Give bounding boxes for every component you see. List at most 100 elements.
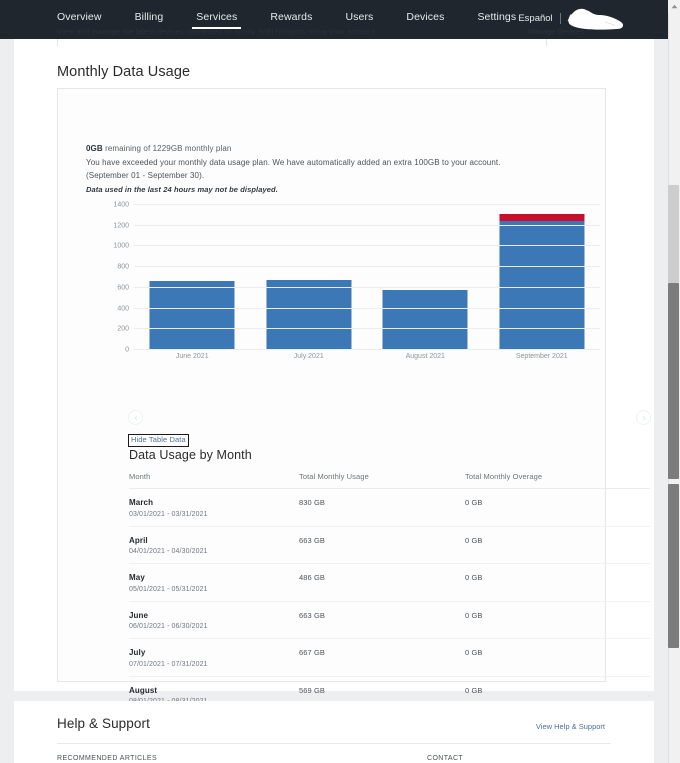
- cell-month: June 06/01/2021 - 06/30/2021: [129, 611, 299, 631]
- chart-bar[interactable]: [149, 280, 235, 349]
- chart-y-tick-label: 200: [117, 325, 129, 333]
- mouse-cursor-icon: [568, 8, 624, 30]
- chart-bar-overage-segment: [499, 213, 585, 221]
- chart-y-tick-label: 400: [117, 305, 129, 313]
- chart-x-label: June 2021: [175, 353, 209, 360]
- table-row: June 06/01/2021 - 06/30/2021 663 GB 0 GB: [129, 602, 650, 639]
- scrollbar-thumb[interactable]: [668, 283, 679, 479]
- page-subtitle: View and manage the latest devices conne…: [57, 27, 375, 36]
- contact-heading: CONTACT: [427, 755, 464, 762]
- chart-next-button[interactable]: [636, 410, 651, 425]
- table-row: March 03/01/2021 - 03/31/2021 830 GB 0 GB: [129, 489, 650, 527]
- chart-bar[interactable]: [499, 213, 585, 349]
- help-support-section: Help & Support View Help & Support RECOM…: [14, 701, 654, 763]
- month-name: June: [129, 610, 149, 620]
- chart-bar-usage-segment: [382, 290, 468, 349]
- chart-x-label: July 2021: [293, 353, 324, 360]
- chart-x-label: August 2021: [405, 353, 445, 360]
- cell-total-usage: 486 GB: [299, 573, 326, 582]
- chevron-right-icon: [642, 415, 646, 420]
- usage-exceeded-text: You have exceeded your monthly data usag…: [86, 157, 501, 167]
- chart-bar[interactable]: [382, 290, 468, 349]
- cell-total-overage: 0 GB: [465, 685, 483, 695]
- cell-total-overage: 0 GB: [465, 648, 483, 657]
- nav-item-users[interactable]: Users: [345, 11, 374, 23]
- usage-remaining-value: 0GB: [86, 144, 103, 153]
- navbar-items: Overview Billing Services Rewards Users …: [57, 11, 549, 29]
- month-date-range: 07/01/2021 - 07/31/2021: [129, 660, 208, 668]
- cell-total-usage: 663 GB: [299, 535, 326, 545]
- table-row: May 05/01/2021 - 05/31/2021 486 GB 0 GB: [129, 564, 650, 602]
- chart-bar[interactable]: [266, 280, 352, 349]
- chart-bar-usage-segment: [266, 280, 352, 349]
- nav-item-services[interactable]: Services: [192, 11, 242, 29]
- page-scrollbar-track[interactable]: [668, 0, 680, 763]
- table-title: Data Usage by Month: [129, 448, 252, 462]
- chart-gridline: [134, 349, 600, 350]
- triangle-up-icon: [671, 4, 677, 9]
- cell-month: May 05/01/2021 - 05/31/2021: [129, 573, 299, 593]
- chevron-left-icon: [133, 415, 137, 420]
- chart-y-tick-label: 600: [117, 284, 129, 292]
- chart-gridline: [134, 328, 600, 330]
- chart-x-label: September 2021: [515, 353, 568, 360]
- nav-item-billing[interactable]: Billing: [134, 11, 164, 23]
- help-support-title: Help & Support: [57, 716, 150, 731]
- chart-bar-column[interactable]: [367, 205, 484, 349]
- cell-total-overage: 0 GB: [465, 573, 483, 582]
- table-header-row: Month Total Monthly Usage Total Monthly …: [129, 472, 650, 489]
- chart-prev-button[interactable]: [128, 410, 143, 425]
- scrollbar-thumb-light[interactable]: [668, 185, 679, 283]
- cell-total-usage: 830 GB: [299, 498, 326, 507]
- cell-month: April 04/01/2021 - 04/30/2021: [129, 536, 299, 556]
- column-header-overage: Total Monthly Overage: [465, 472, 543, 481]
- chart-bar-column[interactable]: [134, 205, 251, 349]
- table-row: April 04/01/2021 - 04/30/2021 663 GB 0 GB: [129, 527, 650, 564]
- manage-devices-link[interactable]: Manage Devices: [528, 27, 584, 36]
- nav-item-rewards[interactable]: Rewards: [270, 11, 313, 23]
- primary-navbar: [0, 0, 668, 39]
- usage-card: 0GB remaining of 1229GB monthly plan You…: [57, 88, 651, 760]
- month-date-range: 03/01/2021 - 03/31/2021: [129, 510, 208, 518]
- month-date-range: 05/01/2021 - 05/31/2021: [129, 585, 208, 593]
- cell-total-usage: 667 GB: [299, 648, 326, 657]
- cell-month: March 03/01/2021 - 03/31/2021: [129, 498, 299, 518]
- scrollbar-thumb-secondary[interactable]: [668, 484, 679, 648]
- view-help-support-link[interactable]: View Help & Support: [535, 722, 605, 731]
- nav-item-settings[interactable]: Settings: [477, 11, 517, 23]
- chart-bar-column[interactable]: [484, 205, 601, 349]
- language-toggle[interactable]: Español: [518, 13, 553, 24]
- section-title: Monthly Data Usage: [57, 64, 191, 80]
- chart-gridline: [134, 204, 600, 205]
- nav-item-overview[interactable]: Overview: [57, 11, 102, 23]
- usage-bar-chart: 1400 1200 1000 800 600 400 200 0 June 2021 July …: [86, 199, 606, 374]
- usage-summary: 0GB remaining of 1229GB monthly plan You…: [86, 144, 501, 194]
- recommended-articles-heading: RECOMMENDED ARTICLES: [57, 755, 158, 762]
- nav-item-devices[interactable]: Devices: [406, 11, 445, 23]
- usage-remaining-line: 0GB remaining of 1229GB monthly plan: [86, 144, 501, 153]
- usage-remaining-text: remaining of 1229GB monthly plan: [102, 144, 232, 153]
- cell-total-overage: 0 GB: [465, 610, 483, 620]
- chart-plot-area: 1400 1200 1000 800 600 400 200 0: [113, 202, 601, 354]
- chart-gridline: [134, 307, 600, 309]
- month-name: May: [129, 573, 145, 582]
- month-date-range: 06/01/2021 - 06/30/2021: [129, 623, 208, 630]
- hide-table-data-button[interactable]: Hide Table Data: [128, 434, 189, 447]
- chart-gridline: [134, 266, 600, 268]
- month-name: July: [129, 648, 146, 657]
- month-name: April: [129, 535, 148, 545]
- chart-y-tick-label: 0: [125, 346, 129, 354]
- scroll-up-button[interactable]: [668, 0, 680, 13]
- cell-total-overage: 0 GB: [465, 535, 483, 545]
- cell-total-usage: 569 GB: [299, 685, 326, 695]
- chart-bar-column[interactable]: [251, 205, 368, 349]
- chart-gridline: [134, 286, 600, 288]
- month-name: March: [129, 498, 154, 507]
- table-row: July 07/01/2021 - 07/31/2021 667 GB 0 GB: [129, 639, 650, 677]
- chart-y-tick-label: 1000: [113, 242, 129, 250]
- chart-y-tick-label: 1400: [113, 201, 129, 209]
- cell-total-usage: 663 GB: [299, 610, 326, 620]
- chart-bar-usage-segment: [499, 220, 585, 349]
- chart-gridline: [134, 224, 600, 226]
